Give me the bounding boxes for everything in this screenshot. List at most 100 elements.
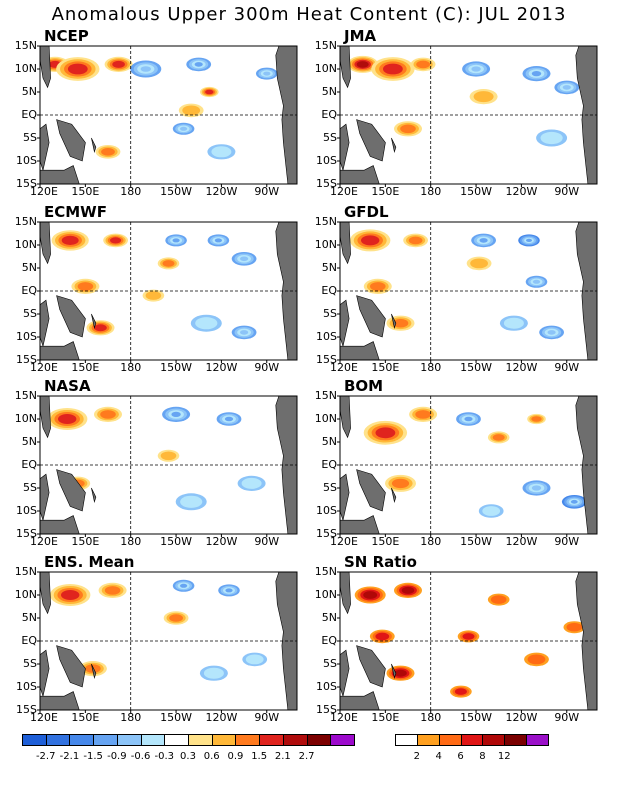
colorbar-tick-label: 6 [457, 751, 464, 762]
y-tick-label: 5N [21, 435, 37, 448]
colorbar-swatch [164, 734, 189, 746]
x-tick-label: 120W [505, 185, 538, 198]
y-tick-label: 15S [316, 177, 337, 190]
x-tick-label: 150E [71, 185, 100, 198]
x-tick-label: 180 [420, 711, 442, 724]
x-tick-label: 180 [420, 185, 442, 198]
anomaly-region [206, 90, 212, 94]
panel-label: NCEP [44, 27, 89, 45]
y-tick-label: 15N [314, 215, 337, 228]
land-mass [391, 137, 397, 153]
y-tick-label: 15N [314, 389, 337, 402]
y-tick-label: 15N [14, 39, 37, 52]
heatmap-jma [337, 45, 598, 187]
land-mass [40, 572, 51, 615]
y-tick-label: 5S [323, 657, 337, 670]
colorbar-tick-label: -0.6 [130, 751, 151, 762]
panel-ecmwf: ECMWF 15N 10N 5N EQ 5S 10S 15S 120E 150E 180 150W 12… [15, 203, 298, 374]
land-mass [40, 222, 51, 265]
y-tick-label: 15N [314, 39, 337, 52]
anomaly-region [373, 283, 383, 289]
x-tick-label: 90W [554, 185, 580, 198]
x-tick-label: 150W [160, 185, 192, 198]
panel-label: ENS. Mean [44, 553, 135, 571]
land-mass [340, 649, 350, 698]
x-tick-label: 180 [420, 535, 442, 548]
y-tick-label: 5S [23, 307, 37, 320]
land-mass [56, 295, 86, 338]
anomaly-region [494, 597, 504, 603]
x-tick-label: 120E [330, 185, 358, 198]
land-mass [40, 123, 50, 172]
y-tick-label: 10S [316, 330, 337, 343]
y-tick-label: 5N [21, 261, 37, 274]
x-tick-label: 150W [460, 535, 492, 548]
y-tick-label: 10N [14, 588, 37, 601]
anomaly-region [404, 588, 412, 593]
colorbar-tick-label: -1.5 [83, 751, 103, 762]
panel-label: SN Ratio [344, 553, 417, 571]
land-mass [40, 299, 50, 348]
anomaly-region [526, 238, 532, 242]
y-tick-label: 5S [323, 307, 337, 320]
land-mass [391, 487, 397, 503]
colorbar-swatch [504, 734, 528, 746]
anomaly-region [107, 587, 118, 593]
anomaly-region [419, 62, 428, 67]
x-tick-label: 90W [254, 535, 280, 548]
colorbar-tick-label: 2.7 [298, 751, 315, 762]
y-tick-label: 15N [14, 215, 37, 228]
anomaly-region [172, 615, 181, 621]
panel-gfdl: GFDL 15N 10N 5N EQ 5S 10S 15S 120E 150E 180 150W 120… [315, 203, 598, 374]
y-tick-label: 5N [21, 85, 37, 98]
heatmap-sn-ratio [337, 571, 598, 713]
y-tick-label: EQ [321, 634, 337, 647]
anomaly-region [533, 417, 540, 421]
colorbar-swatch [22, 734, 47, 746]
land-mass [56, 645, 86, 688]
anomaly-region [164, 261, 173, 266]
land-mass [340, 222, 351, 265]
anomaly-region [473, 260, 485, 267]
anomaly-colorbar: -2.7 -2.1 -1.5 -0.9 -0.6 -0.3 0.3 0.6 0.9 1.5 2.1 2… [22, 734, 355, 764]
anomaly-region [103, 149, 113, 155]
x-tick-label: 90W [254, 711, 280, 724]
land-mass [56, 119, 86, 162]
y-tick-label: 15S [316, 353, 337, 366]
anomaly-region [495, 435, 503, 440]
anomaly-region [464, 634, 473, 639]
panel-label: BOM [344, 377, 384, 395]
colorbar-tick-label: 2.1 [274, 751, 291, 762]
anomaly-region [418, 411, 428, 417]
land-mass [91, 137, 97, 153]
x-tick-label: 150E [71, 711, 100, 724]
x-tick-label: 120W [505, 535, 538, 548]
colorbar-swatch [188, 734, 213, 746]
panel-label: GFDL [344, 203, 389, 221]
y-tick-label: 10S [16, 680, 37, 693]
colorbar-swatch [460, 734, 484, 746]
land-mass [356, 645, 386, 688]
y-tick-label: EQ [21, 108, 37, 121]
y-tick-label: 10S [316, 154, 337, 167]
x-tick-label: 120W [205, 361, 238, 374]
x-tick-label: 180 [120, 361, 142, 374]
land-mass [340, 691, 380, 710]
colorbar-swatch [140, 734, 166, 746]
y-tick-label: 10N [314, 62, 337, 75]
y-tick-label: 10N [14, 412, 37, 425]
y-tick-label: 10N [314, 238, 337, 251]
land-mass [340, 46, 351, 89]
x-tick-label: 180 [120, 185, 142, 198]
x-tick-label: 120E [30, 185, 58, 198]
y-tick-label: 5S [323, 481, 337, 494]
x-tick-label: 150E [71, 535, 100, 548]
anomaly-region [378, 634, 387, 639]
land-mass [356, 119, 386, 162]
sn-ratio-colorbar: 2 4 6 8 12 [395, 734, 549, 764]
x-tick-label: 90W [554, 361, 580, 374]
anomaly-region [531, 485, 542, 491]
y-tick-label: 15N [314, 565, 337, 578]
panel-ens-mean: ENS. Mean 15N 10N 5N EQ 5S 10S 15S 120E 150E 180 15… [15, 553, 298, 724]
y-tick-label: 10S [16, 154, 37, 167]
